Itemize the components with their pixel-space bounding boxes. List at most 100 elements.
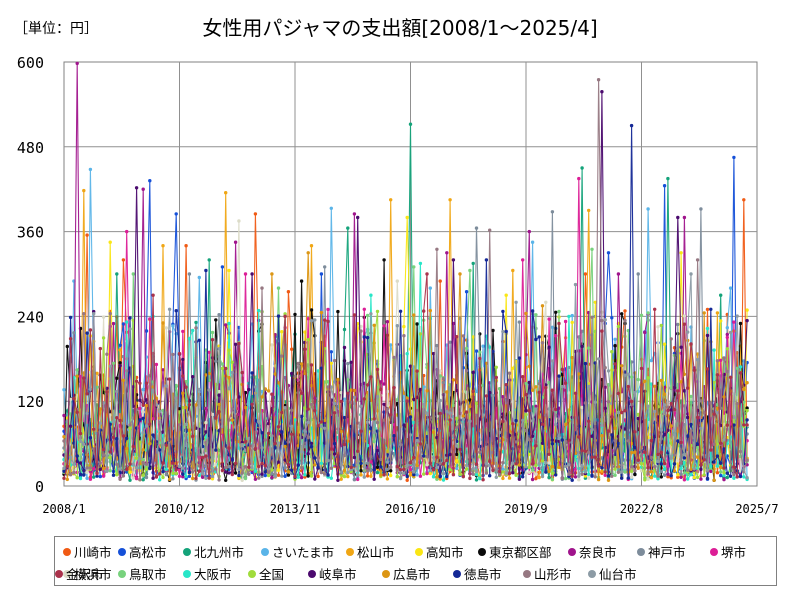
data-point [385, 407, 390, 411]
data-point [728, 375, 733, 379]
data-point [151, 433, 155, 437]
legend-label: 奈良市 [579, 545, 617, 560]
data-point [230, 407, 234, 411]
data-point [260, 461, 264, 466]
data-point [428, 308, 432, 313]
data-point [174, 383, 178, 388]
data-point [573, 282, 578, 287]
data-point [141, 410, 145, 414]
data-point [662, 467, 667, 471]
data-point [656, 459, 660, 464]
data-point [250, 466, 254, 470]
data-point [686, 468, 690, 472]
data-point [164, 326, 168, 330]
data-point [596, 464, 601, 468]
data-point [504, 329, 508, 334]
data-point [412, 455, 416, 460]
data-point [425, 471, 429, 476]
data-point [362, 475, 366, 479]
data-point [481, 413, 485, 417]
data-point [455, 466, 459, 471]
data-point [563, 464, 568, 469]
data-point [280, 354, 284, 358]
legend-item: 高知市 [415, 542, 464, 561]
data-point [478, 450, 482, 454]
data-point [128, 316, 132, 320]
data-point [418, 456, 423, 460]
data-point [474, 413, 479, 417]
data-point [148, 317, 152, 321]
data-point [484, 258, 489, 262]
data-point [719, 441, 723, 445]
data-point [290, 371, 294, 376]
data-point [745, 423, 749, 427]
data-point [530, 462, 535, 466]
data-point [227, 446, 231, 450]
data-point [405, 396, 409, 400]
data-point [108, 240, 112, 244]
data-point [725, 475, 729, 480]
data-point [596, 357, 601, 361]
data-point [369, 293, 373, 297]
data-point [141, 403, 145, 407]
legend-label: 山形市 [534, 567, 572, 582]
data-point [679, 251, 683, 255]
legend-item: 全国 [248, 564, 284, 583]
data-point [468, 398, 472, 402]
data-point [332, 358, 337, 363]
data-point [273, 441, 277, 446]
data-point [316, 465, 320, 469]
data-point [679, 440, 683, 445]
data-point [686, 434, 690, 438]
data-point [118, 363, 122, 368]
data-point [682, 460, 687, 465]
data-point [732, 155, 736, 160]
data-point [184, 244, 188, 248]
data-point [573, 391, 578, 395]
data-point [481, 344, 485, 348]
data-point [191, 375, 195, 379]
data-point [438, 369, 442, 373]
data-point [550, 442, 555, 446]
legend-item: 大阪市 [183, 564, 232, 583]
data-point [712, 442, 716, 446]
data-point [125, 229, 129, 234]
data-point [362, 307, 366, 311]
data-point [745, 318, 749, 323]
data-point [501, 461, 505, 465]
data-point [375, 448, 380, 453]
data-point [689, 394, 693, 399]
data-point [82, 188, 86, 193]
data-point [626, 439, 630, 443]
legend-marker [308, 569, 316, 578]
data-point [636, 377, 640, 382]
data-point [181, 466, 185, 470]
data-point [474, 389, 479, 394]
data-point [128, 466, 132, 470]
data-point [583, 272, 588, 276]
legend-label: 高知市 [426, 545, 464, 560]
data-point [115, 473, 119, 477]
data-point [610, 433, 614, 437]
data-point [468, 413, 472, 417]
data-point [65, 477, 70, 482]
data-point [243, 439, 248, 444]
data-point [181, 475, 185, 479]
x-tick-label: 2019/9 [504, 502, 547, 516]
data-point [557, 321, 561, 326]
data-point [550, 464, 555, 469]
data-point [342, 453, 347, 458]
data-point [735, 402, 739, 406]
data-point [448, 467, 452, 472]
data-point [692, 467, 696, 471]
data-point [484, 394, 489, 398]
data-point [101, 474, 106, 478]
data-point [138, 381, 142, 385]
data-point [134, 466, 139, 470]
data-point [662, 342, 667, 346]
data-point [725, 332, 729, 337]
data-point [550, 471, 555, 476]
data-point [646, 207, 650, 211]
data-point [131, 476, 135, 480]
data-point [478, 356, 482, 361]
